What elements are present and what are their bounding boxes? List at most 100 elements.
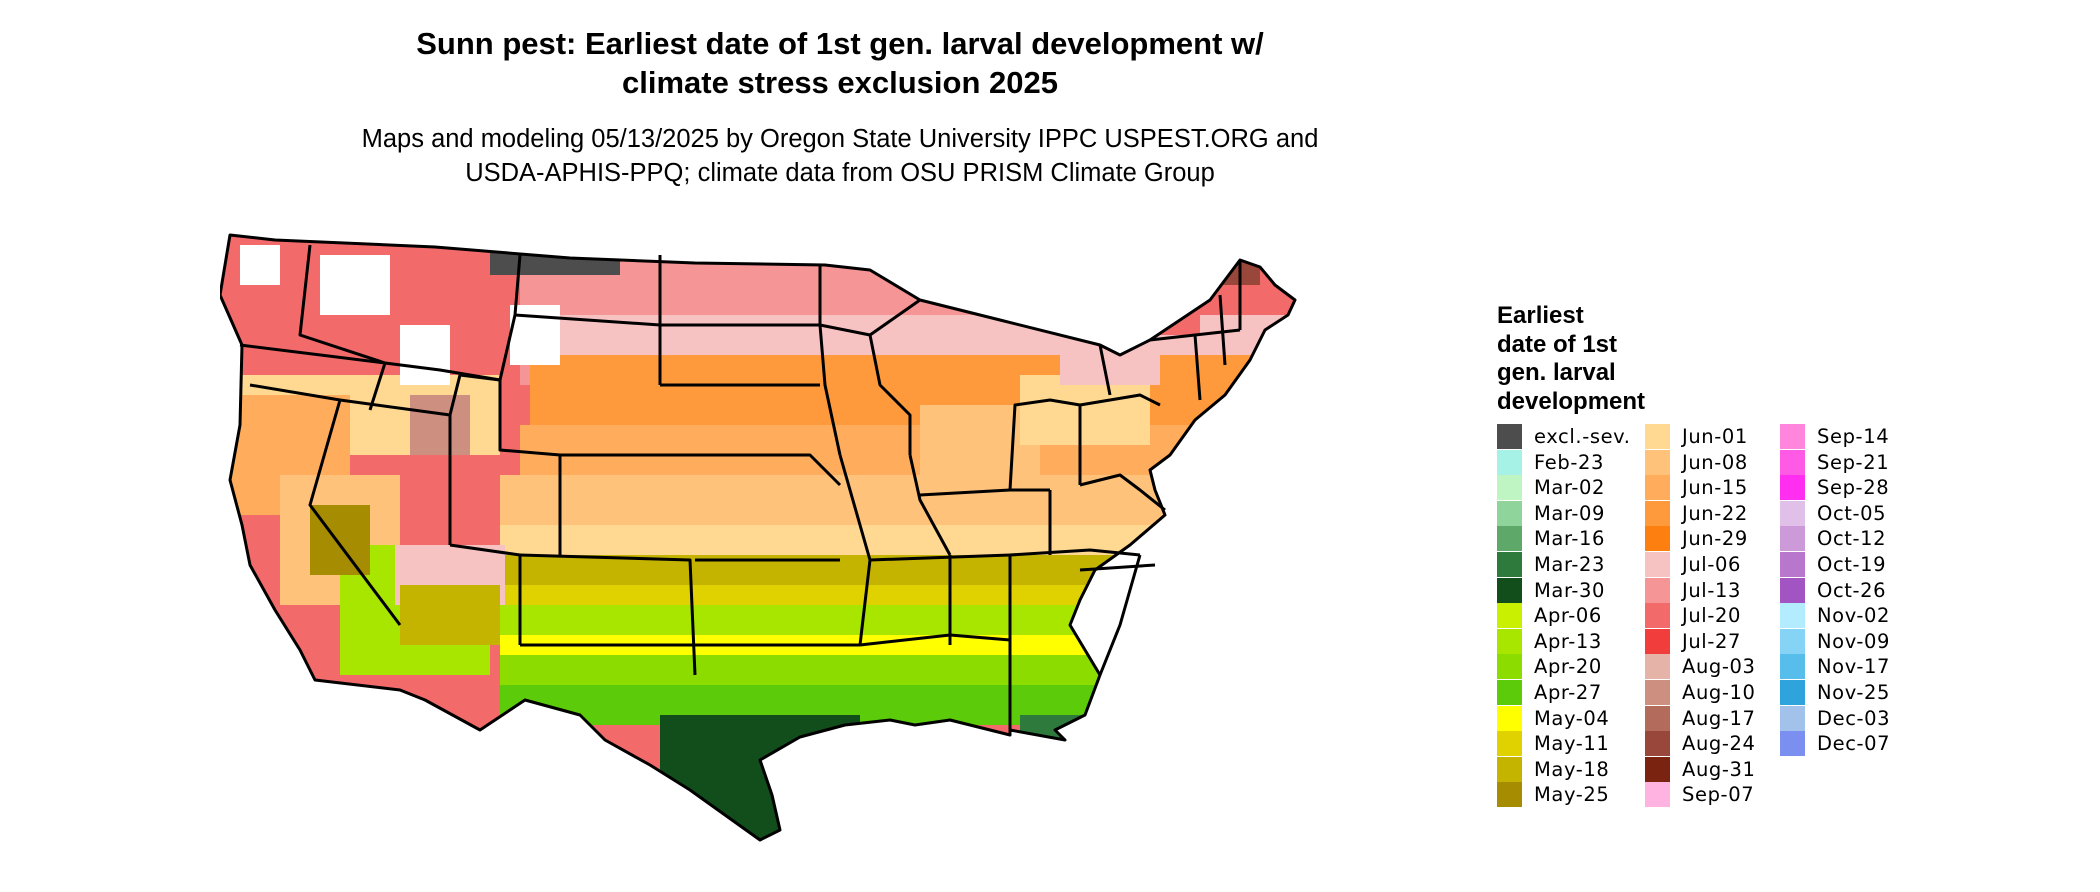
legend-label: Mar-09 [1534, 501, 1605, 525]
legend-label: May-25 [1534, 783, 1610, 807]
legend-label: Aug-17 [1682, 706, 1756, 730]
legend-swatch [1780, 680, 1805, 705]
legend-swatch [1497, 731, 1522, 757]
legend-swatch [1780, 603, 1805, 629]
legend-label: Oct-26 [1817, 578, 1887, 602]
legend-swatch [1497, 526, 1522, 552]
legend-title-line: gen. larval [1497, 359, 1616, 386]
legend-label: excl.-sev. [1534, 425, 1631, 448]
legend-swatch [1780, 705, 1805, 731]
legend-label: Aug-03 [1682, 655, 1756, 679]
legend-label: Aug-31 [1682, 757, 1756, 781]
map-subtitle-line-1: Maps and modeling 05/13/2025 by Oregon S… [361, 125, 1319, 153]
legend-label: Oct-19 [1817, 553, 1887, 576]
legend-label: Sep-28 [1817, 476, 1890, 500]
legend-label: Jun-15 [1682, 476, 1748, 500]
legend-title-line: Earliest [1497, 302, 1584, 329]
legend-label: Jul-27 [1682, 629, 1741, 653]
legend-swatch [1497, 449, 1522, 475]
legend-label: Jun-22 [1682, 501, 1748, 525]
legend-swatch [1497, 782, 1522, 808]
legend-label: Oct-05 [1817, 501, 1887, 525]
legend-label: Jun-29 [1682, 527, 1748, 551]
legend-label: Jul-06 [1682, 553, 1741, 576]
legend-swatch [1497, 654, 1522, 680]
legend-swatch [1645, 526, 1670, 552]
legend-label: Jun-08 [1682, 450, 1748, 474]
legend-label: Mar-16 [1534, 527, 1605, 551]
legend-label: Apr-06 [1534, 604, 1602, 628]
legend-swatch [1645, 756, 1670, 782]
map-subtitle-line-2: USDA-APHIS-PPQ; climate data from OSU PR… [465, 159, 1215, 187]
legend-swatch [1645, 577, 1670, 603]
legend-swatch [1780, 449, 1805, 475]
legend-label: Jul-20 [1682, 604, 1741, 628]
legend-swatch [1645, 705, 1670, 731]
us-map [220, 233, 1297, 842]
legend-swatch [1497, 628, 1522, 654]
state-borders [220, 233, 1297, 842]
legend-label: Oct-12 [1817, 527, 1887, 551]
legend-label: Sep-07 [1682, 783, 1755, 807]
legend-label: Mar-30 [1534, 578, 1605, 602]
legend-title-line: date of 1st [1497, 330, 1618, 358]
legend-swatch [1645, 500, 1670, 526]
legend-swatch [1780, 654, 1805, 680]
legend-label: Aug-10 [1682, 681, 1756, 704]
legend-swatch [1780, 552, 1805, 577]
legend-label: May-11 [1534, 732, 1610, 756]
legend-swatch [1497, 756, 1522, 782]
legend-label: Jun-01 [1682, 425, 1748, 448]
legend-label: Nov-02 [1817, 604, 1890, 628]
legend-swatch [1497, 500, 1522, 526]
map-bands [220, 235, 1295, 840]
legend-swatch [1780, 424, 1805, 449]
legend-swatch [1780, 526, 1805, 552]
legend-swatch [1780, 475, 1805, 501]
legend-label: Dec-03 [1817, 706, 1891, 730]
legend-label: May-18 [1534, 757, 1610, 781]
legend-swatch [1645, 654, 1670, 680]
legend-swatch [1497, 475, 1522, 501]
legend-swatch [1645, 552, 1670, 577]
legend-label: Sep-14 [1817, 425, 1890, 448]
legend-label: Dec-07 [1817, 732, 1891, 756]
legend-swatch [1497, 552, 1522, 577]
legend-label: Mar-02 [1534, 476, 1605, 500]
legend-swatch [1780, 500, 1805, 526]
legend-swatch [1497, 577, 1522, 603]
legend-swatch [1497, 680, 1522, 705]
legend-swatch [1645, 731, 1670, 757]
legend-label: Jul-13 [1682, 578, 1741, 602]
legend-title: Earliest date of 1st gen. larval develop… [1497, 302, 1677, 416]
legend-swatch [1497, 424, 1522, 449]
legend-label: Feb-23 [1534, 450, 1604, 474]
legend-label: Nov-09 [1817, 629, 1890, 653]
legend-label: Apr-20 [1534, 655, 1602, 679]
legend-swatch [1645, 449, 1670, 475]
legend-label: Nov-25 [1817, 681, 1890, 704]
legend-swatch [1780, 731, 1805, 757]
legend-title-line: development [1497, 387, 1646, 415]
legend-swatch [1645, 782, 1670, 808]
legend-swatch [1645, 475, 1670, 501]
legend-swatch [1780, 628, 1805, 654]
legend-swatch [1497, 705, 1522, 731]
map-subtitle: Maps and modeling 05/13/2025 by Oregon S… [250, 122, 1430, 190]
legend-swatch [1645, 603, 1670, 629]
legend-label: Aug-24 [1682, 732, 1756, 756]
legend-label: Sep-21 [1817, 450, 1890, 474]
legend-swatch [1645, 424, 1670, 449]
legend-label: Apr-13 [1534, 629, 1602, 653]
map-title-line-2: climate stress exclusion 2025 [622, 65, 1058, 100]
map-title-line-1: Sunn pest: Earliest date of 1st gen. lar… [416, 26, 1264, 61]
legend-swatch [1645, 628, 1670, 654]
legend-label: Mar-23 [1534, 553, 1605, 576]
legend-label: Apr-27 [1534, 681, 1602, 704]
legend-swatch [1645, 680, 1670, 705]
map-title: Sunn pest: Earliest date of 1st gen. lar… [300, 24, 1380, 102]
legend-swatch [1497, 603, 1522, 629]
legend-swatch [1780, 577, 1805, 603]
legend-label: May-04 [1534, 706, 1610, 730]
legend-label: Nov-17 [1817, 655, 1890, 679]
